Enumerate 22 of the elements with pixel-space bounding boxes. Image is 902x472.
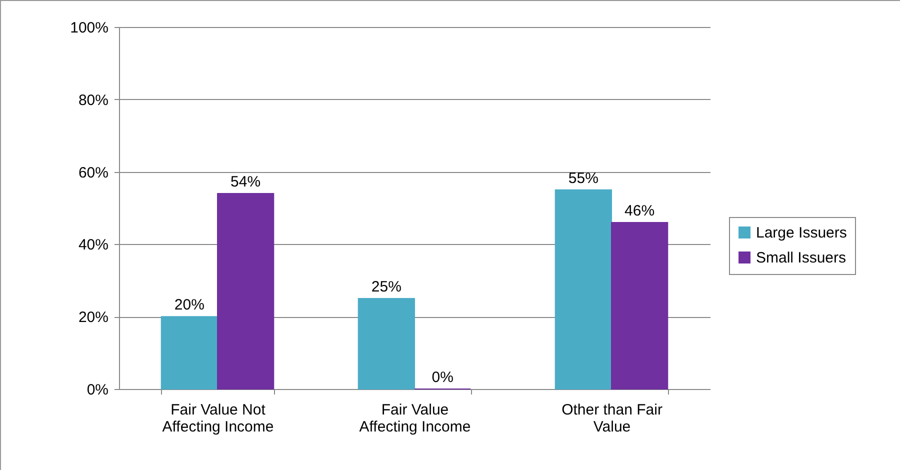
y-tick-label: 60% (78, 164, 108, 182)
y-tick-label: 40% (78, 236, 108, 254)
bar (358, 298, 415, 390)
data-label: 0% (432, 369, 454, 386)
y-tick-label: 80% (78, 92, 108, 109)
data-label: 54% (230, 174, 261, 191)
data-label: 20% (174, 296, 204, 314)
y-tick-label: 0% (86, 382, 108, 398)
data-label: 25% (371, 278, 402, 296)
data-label: 55% (568, 170, 598, 187)
bar (217, 193, 274, 390)
data-label: 46% (624, 202, 655, 220)
x-tick-label: Fair Value Not Affecting Income (162, 402, 274, 436)
legend-label: Small Issuers (756, 250, 846, 266)
bar (554, 189, 612, 390)
bar (611, 222, 668, 390)
legend-label: Large Issuers (756, 224, 847, 242)
x-tick-label: Fair Value Affecting Income (359, 402, 471, 436)
y-tick-label: 100% (70, 20, 108, 36)
x-tick-label: Other than Fair Value (562, 402, 662, 436)
bar (160, 316, 218, 390)
y-tick-label: 20% (78, 309, 108, 326)
